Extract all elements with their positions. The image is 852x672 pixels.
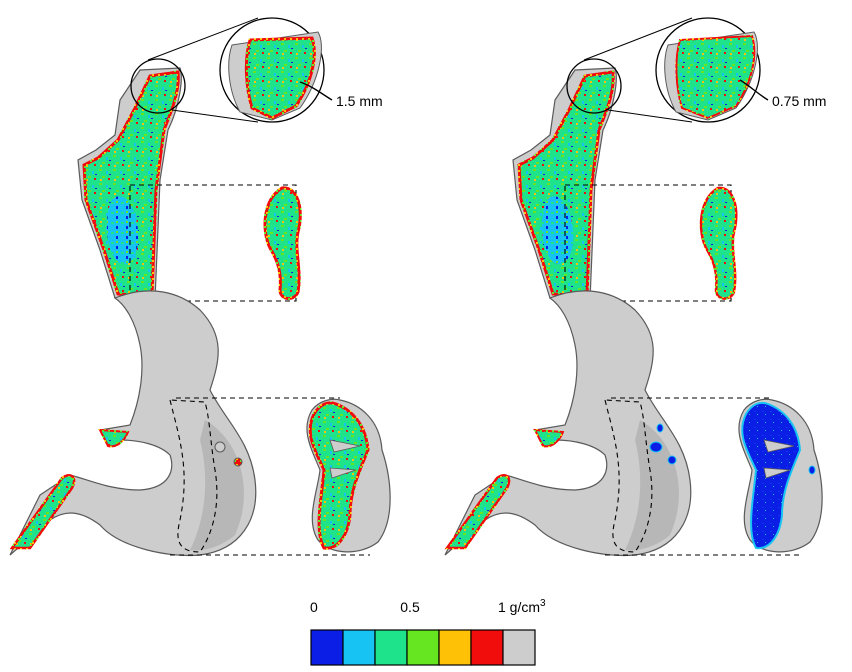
left-panel: 1.5 mm [9,17,391,557]
left-lower-dashed-outline [169,399,218,553]
colorbar-swatch [374,629,408,666]
colorbar-tick-0: 0 [310,599,318,615]
left-blade-density [82,70,180,298]
left-lower-section-notch-1 [329,439,361,453]
right-zoom-line-bottom [607,109,693,123]
right-small-tip [533,428,565,448]
right-upper-dashed-box [564,184,732,302]
right-section-spot [808,465,816,475]
left-upper-dashed-box [129,184,297,302]
right-zoom-pointer [739,79,769,101]
left-zoom-pointer [299,81,333,101]
right-zoom-line-top [583,17,693,61]
right-panel: 0.75 mm [444,17,826,557]
colorbar-swatch [438,629,472,666]
colorbar-tick-1: 1 g/cm3 [498,598,546,615]
colorbar-swatch [406,629,440,666]
right-lower-section-notch-2 [763,467,791,479]
colorbar-swatch [502,629,536,666]
colorbar: 0 0.5 1 g/cm3 [310,598,546,666]
colorbar-swatches [310,629,536,666]
right-upper-section [699,186,738,300]
right-zoom-density [675,34,756,120]
right-blue-spot-3 [656,423,664,433]
colorbar-unit-superscript: 3 [540,598,546,609]
left-zoom-line-top [147,17,259,61]
right-blue-spot-2 [667,455,677,465]
left-small-tip [98,428,130,448]
colorbar-swatch [342,629,376,666]
left-small-spot-1 [214,441,226,453]
right-zoom-small-circle [566,58,622,114]
left-small-spot-2 [233,457,243,467]
left-upper-section [263,186,302,300]
right-lower-dashed-outline [604,399,653,553]
left-zoom-label: 1.5 mm [336,93,383,109]
right-lower-strip [444,474,511,550]
colorbar-swatch [470,629,504,666]
right-blue-spot-1 [649,441,663,453]
left-zoom-small-circle [130,58,186,114]
left-lower-strip [9,474,76,550]
colorbar-tick-half: 0.5 [400,599,420,615]
left-zoom-line-bottom [171,109,259,123]
colorbar-swatch [310,629,344,666]
left-zoom-density [244,36,316,120]
right-lower-section-notch-1 [763,439,795,453]
right-blade-density [517,70,615,298]
left-lower-section-notch-2 [329,467,357,479]
right-zoom-label: 0.75 mm [772,93,826,109]
